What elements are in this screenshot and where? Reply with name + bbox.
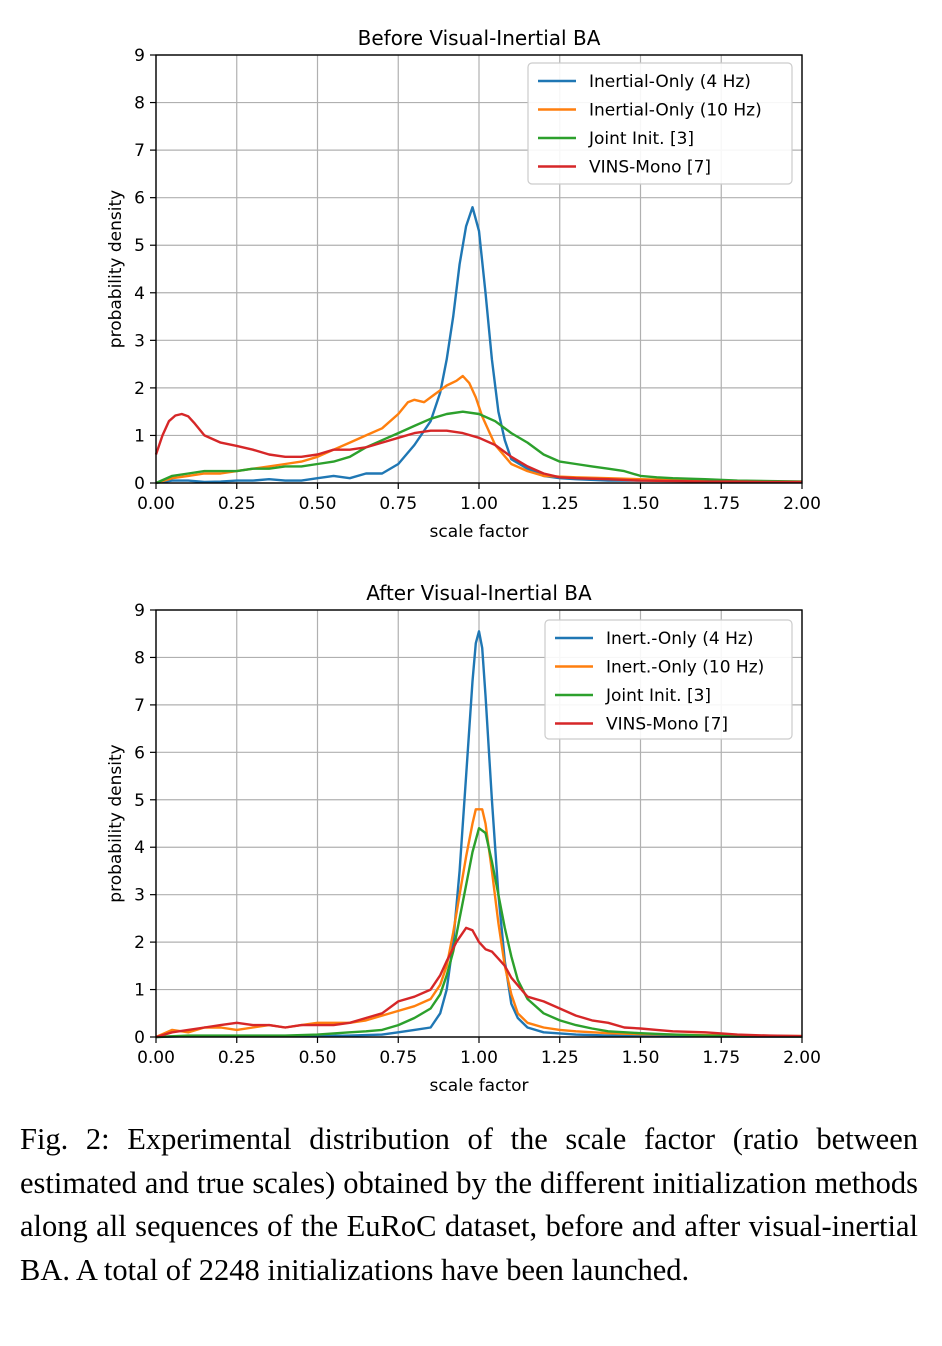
y-tick-label: 0 xyxy=(134,474,145,494)
x-tick-label: 1.25 xyxy=(541,494,579,514)
y-tick-label: 1 xyxy=(134,981,145,1001)
y-tick-label: 2 xyxy=(134,933,145,953)
y-tick-label: 4 xyxy=(134,284,145,304)
x-tick-label: 1.50 xyxy=(622,1048,660,1068)
x-tick-label: 0.50 xyxy=(299,1048,337,1068)
x-tick-label: 0.00 xyxy=(137,1048,175,1068)
y-tick-label: 7 xyxy=(134,696,145,716)
y-tick-label: 5 xyxy=(134,236,145,256)
figure-caption: Fig. 2: Experimental distribution of the… xyxy=(20,1122,918,1287)
series-line-1 xyxy=(155,630,802,1039)
legend-label-3: Joint Init. [3] xyxy=(605,686,711,706)
legend-label-2: Inertial-Only (10 Hz) xyxy=(589,101,762,121)
x-tick-label: 0.75 xyxy=(379,494,417,514)
y-tick-label: 3 xyxy=(134,331,145,351)
x-tick-label: 1.75 xyxy=(702,1048,740,1068)
chart-title: Before Visual-Inertial BA xyxy=(358,26,601,50)
chart-panel-1: 0.00 0.25 0.50 0.75 1.00 1.25 1.50 1.75 2.00 0 1 2 3… xyxy=(106,26,821,542)
x-tick-label: 1.50 xyxy=(622,494,660,514)
x-tick-label: 0.25 xyxy=(218,494,256,514)
legend-label-4: VINS-Mono [7] xyxy=(606,715,728,735)
x-tick-label: 1.25 xyxy=(541,1048,579,1068)
y-axis-label: probability density xyxy=(106,190,126,348)
x-tick-label: 0.25 xyxy=(218,1048,256,1068)
x-tick-label: 1.00 xyxy=(460,1048,498,1068)
legend-label-1: Inert.-Only (4 Hz) xyxy=(606,629,753,649)
x-tick-label: 1.00 xyxy=(460,494,498,514)
series-line-4 xyxy=(154,412,802,484)
y-tick-label: 5 xyxy=(134,791,145,811)
legend-label-3: Joint Init. [3] xyxy=(588,129,694,149)
x-tick-label: 2.00 xyxy=(783,494,821,514)
legend-box xyxy=(544,619,793,740)
y-axis-label: probability density xyxy=(106,744,126,902)
series-line-3 xyxy=(155,827,803,1039)
x-tick-label: 0.00 xyxy=(137,494,175,514)
y-tick-label: 1 xyxy=(134,426,145,446)
y-tick-label: 2 xyxy=(134,379,145,399)
legend: Inert.-Only (4 Hz) Inert.-Only (10 Hz) Joi… xyxy=(544,619,793,740)
y-tick-label: 6 xyxy=(134,743,145,763)
figure-canvas: 0.00 0.25 0.50 0.75 1.00 1.25 1.50 1.75 2.00 0 1 2 3… xyxy=(106,26,821,1096)
legend-label-1: Inertial-Only (4 Hz) xyxy=(589,72,751,92)
y-tick-label: 6 xyxy=(134,189,145,209)
y-tick-label: 3 xyxy=(134,886,145,906)
x-tick-label: 0.75 xyxy=(379,1048,417,1068)
y-tick-label: 7 xyxy=(134,141,145,161)
y-tick-label: 9 xyxy=(134,601,145,621)
legend-box xyxy=(527,62,793,185)
series-line-4 xyxy=(155,926,803,1039)
x-tick-label: 0.50 xyxy=(299,494,337,514)
chart-panel-2: 0.00 0.25 0.50 0.75 1.00 1.25 1.50 1.75 2.00 0 1 2 3… xyxy=(106,581,821,1096)
x-axis-label: scale factor xyxy=(429,522,528,542)
x-tick-label: 1.75 xyxy=(702,494,740,514)
legend-label-4: VINS-Mono [7] xyxy=(589,158,711,178)
x-tick-label: 2.00 xyxy=(783,1048,821,1068)
legend-label-2: Inert.-Only (10 Hz) xyxy=(606,658,764,678)
legend: Inertial-Only (4 Hz) Inertial-Only (10 Hz… xyxy=(527,62,793,185)
series-line-3 xyxy=(155,410,803,485)
y-tick-label: 9 xyxy=(134,46,145,66)
x-axis-label: scale factor xyxy=(429,1076,528,1096)
y-tick-label: 8 xyxy=(134,94,145,114)
y-tick-label: 0 xyxy=(134,1028,145,1048)
chart-title: After Visual-Inertial BA xyxy=(366,581,592,605)
y-tick-label: 4 xyxy=(134,838,145,858)
y-tick-label: 8 xyxy=(134,648,145,668)
